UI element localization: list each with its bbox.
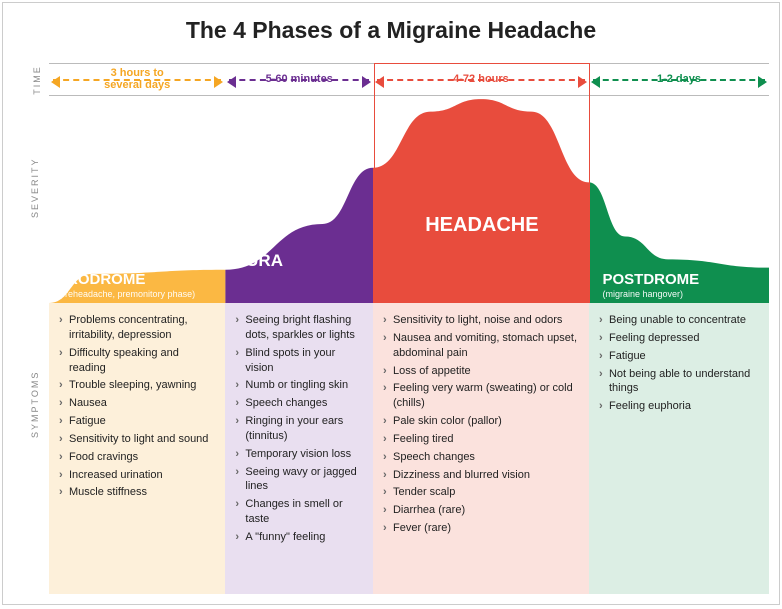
time-cell-prodrome: 3 hours toseveral days bbox=[49, 63, 225, 95]
symptom-item: Feeling very warm (sweating) or cold (ch… bbox=[383, 381, 579, 411]
symptom-item: Trouble sleeping, yawning bbox=[59, 378, 215, 393]
symptoms-row: Problems concentrating, irritability, de… bbox=[49, 303, 769, 594]
phase-name-text: POSTDROME bbox=[603, 271, 700, 288]
phase-label-aura: AURA bbox=[234, 251, 354, 271]
symptom-item: Fatigue bbox=[599, 349, 759, 364]
symptom-item: Speech changes bbox=[235, 396, 363, 411]
symptom-item: Feeling depressed bbox=[599, 331, 759, 346]
symptom-item: Fever (rare) bbox=[383, 521, 579, 536]
phase-name-text: AURA bbox=[234, 251, 283, 270]
symptom-item: Temporary vision loss bbox=[235, 447, 363, 462]
severity-fill-aura bbox=[225, 168, 373, 303]
time-cell-aura: 5-60 minutes bbox=[225, 63, 373, 95]
symptom-item: Numb or tingling skin bbox=[235, 378, 363, 393]
phase-label-headache: HEADACHE bbox=[374, 214, 590, 237]
symptom-item: Blind spots in your vision bbox=[235, 346, 363, 376]
symptom-item: Dizziness and blurred vision bbox=[383, 468, 579, 483]
chart-area: TIME SEVERITY SYMPTOMS 3 hours toseveral… bbox=[49, 63, 769, 594]
phase-label-prodrome: PRODROME(preheadache, premonitory phase) bbox=[57, 271, 222, 299]
symptom-item: Feeling tired bbox=[383, 432, 579, 447]
symptom-item: Speech changes bbox=[383, 450, 579, 465]
time-cell-headache: 4-72 hours bbox=[373, 63, 589, 95]
time-duration-label: 4-72 hours bbox=[449, 73, 513, 85]
symptom-item: Diarrhea (rare) bbox=[383, 503, 579, 518]
symptom-item: Changes in smell or taste bbox=[235, 497, 363, 527]
symptoms-column-headache: Sensitivity to light, noise and odors Nau… bbox=[373, 303, 589, 594]
symptom-item: Loss of appetite bbox=[383, 364, 579, 379]
severity-curve: PRODROME(preheadache, premonitory phase)… bbox=[49, 95, 769, 303]
phase-label-postdrome: POSTDROME(migraine hangover) bbox=[603, 271, 763, 299]
time-cell-postdrome: 1-2 days bbox=[589, 63, 769, 95]
axis-label-symptoms: SYMPTOMS bbox=[30, 378, 40, 438]
symptom-item: Being unable to concentrate bbox=[599, 313, 759, 328]
symptom-item: Ringing in your ears (tinnitus) bbox=[235, 414, 363, 444]
symptom-item: Not being able to understand things bbox=[599, 367, 759, 397]
symptom-item: Sensitivity to light, noise and odors bbox=[383, 313, 579, 328]
symptom-item: A "funny" feeling bbox=[235, 530, 363, 545]
symptom-item: Nausea bbox=[59, 396, 215, 411]
time-duration-label: 1-2 days bbox=[653, 73, 705, 85]
phase-name-text: HEADACHE bbox=[425, 214, 538, 236]
time-row: 3 hours toseveral days 5-60 minutes 4-72 h… bbox=[49, 63, 769, 95]
symptom-item: Food cravings bbox=[59, 450, 215, 465]
axis-label-severity: SEVERITY bbox=[30, 158, 40, 218]
time-duration-label: 5-60 minutes bbox=[262, 73, 337, 85]
symptom-item: Fatigue bbox=[59, 414, 215, 429]
symptom-item: Feeling euphoria bbox=[599, 399, 759, 414]
page-title: The 4 Phases of a Migraine Headache bbox=[3, 3, 779, 54]
phase-subtitle-text: (preheadache, premonitory phase) bbox=[57, 289, 222, 299]
symptom-list: Being unable to concentrate Feeling depre… bbox=[599, 313, 759, 414]
axis-label-time: TIME bbox=[32, 60, 42, 100]
symptoms-column-aura: Seeing bright flashing dots, sparkles or… bbox=[225, 303, 373, 594]
phase-name-text: PRODROME bbox=[57, 271, 145, 288]
symptom-item: Pale skin color (pallor) bbox=[383, 414, 579, 429]
symptom-item: Sensitivity to light and sound bbox=[59, 432, 215, 447]
symptoms-column-prodrome: Problems concentrating, irritability, de… bbox=[49, 303, 225, 594]
symptom-item: Difficulty speaking and reading bbox=[59, 346, 215, 376]
symptom-item: Nausea and vomiting, stomach upset, abdo… bbox=[383, 331, 579, 361]
severity-fill-headache bbox=[373, 99, 589, 303]
symptom-item: Muscle stiffness bbox=[59, 485, 215, 500]
phase-subtitle-text: (migraine hangover) bbox=[603, 289, 763, 299]
symptom-item: Seeing bright flashing dots, sparkles or… bbox=[235, 313, 363, 343]
symptom-list: Problems concentrating, irritability, de… bbox=[59, 313, 215, 500]
symptom-list: Seeing bright flashing dots, sparkles or… bbox=[235, 313, 363, 545]
symptom-item: Increased urination bbox=[59, 468, 215, 483]
symptom-item: Seeing wavy or jagged lines bbox=[235, 465, 363, 495]
symptom-item: Problems concentrating, irritability, de… bbox=[59, 313, 215, 343]
symptom-item: Tender scalp bbox=[383, 485, 579, 500]
symptoms-column-postdrome: Being unable to concentrate Feeling depre… bbox=[589, 303, 769, 594]
symptom-list: Sensitivity to light, noise and odors Nau… bbox=[383, 313, 579, 536]
time-duration-label: 3 hours toseveral days bbox=[100, 67, 174, 91]
